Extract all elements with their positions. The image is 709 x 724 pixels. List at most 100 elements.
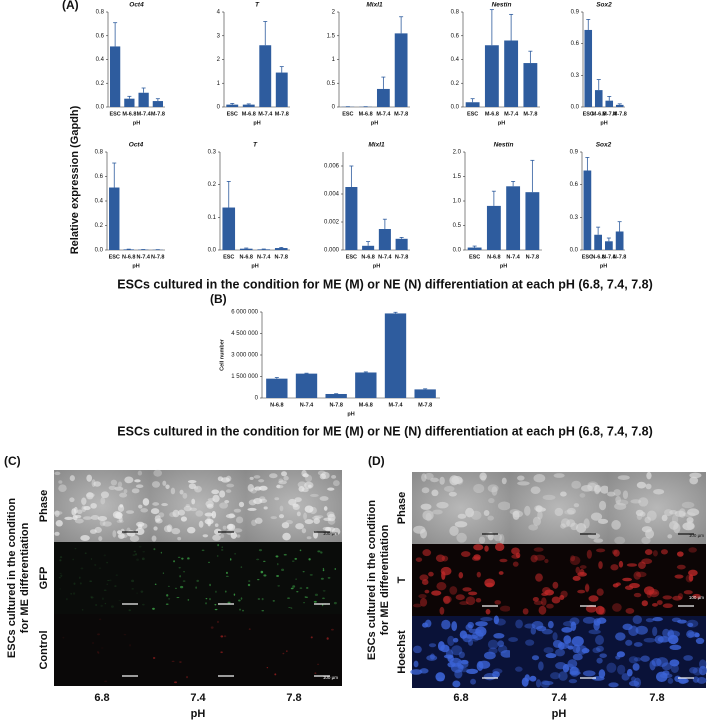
cell (117, 504, 125, 512)
cell (294, 497, 302, 503)
cell (468, 591, 478, 596)
cell (473, 483, 485, 494)
cell (112, 530, 117, 538)
cell (84, 552, 87, 555)
cell (210, 626, 214, 629)
cell (683, 655, 693, 661)
cell (217, 476, 224, 482)
cell (420, 503, 432, 510)
row-label: GFP (38, 567, 50, 590)
y-tick-label: 0.2 (96, 81, 105, 87)
cell (224, 590, 227, 593)
cell (97, 516, 108, 521)
cell (191, 498, 196, 505)
cell (555, 662, 567, 670)
cell (322, 597, 325, 600)
bar (594, 90, 603, 107)
y-tick-label: 0.1 (208, 215, 217, 221)
cell (288, 606, 291, 609)
micrograph (510, 544, 608, 616)
cell (235, 516, 244, 524)
cell (640, 655, 650, 662)
cell (485, 582, 494, 587)
cell (559, 594, 565, 601)
bar (414, 389, 436, 398)
cell (581, 484, 593, 492)
cell (195, 586, 198, 589)
x-tick-label: ESC (109, 254, 120, 260)
bar (123, 249, 134, 250)
y-tick-label: 0.002 (324, 220, 340, 226)
bar (362, 245, 375, 250)
bar (109, 187, 120, 250)
cell (308, 484, 312, 488)
bar (355, 372, 377, 398)
cell (443, 596, 451, 605)
cell (221, 546, 223, 548)
cell (136, 558, 139, 561)
cell (119, 492, 128, 498)
y-tick-label: 2 (332, 10, 336, 16)
scale-label: 100 µm (323, 531, 338, 536)
caption: ESCs cultured in the condition for ME (M… (117, 277, 652, 291)
cell (154, 583, 157, 586)
bar (266, 378, 288, 398)
y-tick-label: 0.6 (95, 174, 104, 180)
cell (283, 475, 289, 481)
cell (530, 486, 541, 494)
cell (257, 598, 261, 600)
cell (187, 599, 190, 601)
cell (177, 509, 185, 516)
cell (476, 661, 484, 671)
cell (572, 575, 581, 581)
cell (295, 578, 298, 580)
cell (591, 676, 605, 681)
cell (166, 594, 169, 597)
cell (528, 524, 539, 531)
cell (428, 571, 434, 577)
cell (142, 550, 146, 553)
cell (100, 497, 106, 505)
cell (114, 585, 117, 587)
cell (465, 596, 476, 606)
cell (669, 644, 682, 650)
cell (296, 590, 299, 593)
cell (550, 672, 561, 680)
cell (174, 587, 178, 590)
cell (106, 583, 108, 585)
column-label: 7.4 (190, 692, 206, 704)
cell (168, 598, 171, 600)
cell (153, 469, 163, 477)
cell (278, 480, 287, 485)
cell (613, 489, 622, 496)
cell (305, 596, 309, 598)
cell (497, 640, 505, 648)
bar (394, 33, 408, 107)
chart-title: Sox2 (596, 142, 612, 149)
micrograph (54, 614, 150, 686)
row-label: Phase (396, 492, 408, 524)
x-tick-label: N-7.4 (602, 254, 616, 260)
cell (531, 621, 544, 630)
cell (524, 505, 531, 516)
cell (70, 592, 73, 595)
cell (682, 522, 695, 531)
cell (440, 566, 452, 576)
cell (108, 485, 116, 490)
cell (595, 605, 605, 615)
y-tick-label: 0 (255, 396, 259, 402)
cell (465, 507, 475, 518)
cell (226, 483, 235, 488)
cell (686, 517, 694, 524)
y-tick-label: 0 (332, 105, 336, 111)
cell (492, 668, 503, 674)
cell (615, 499, 629, 506)
cell (292, 503, 300, 510)
cell (313, 531, 319, 539)
cell (220, 534, 225, 538)
cell (117, 481, 123, 488)
y-tick-label: 0.2 (208, 182, 217, 188)
cell (226, 571, 228, 574)
cell (282, 532, 291, 541)
cell (541, 628, 553, 635)
